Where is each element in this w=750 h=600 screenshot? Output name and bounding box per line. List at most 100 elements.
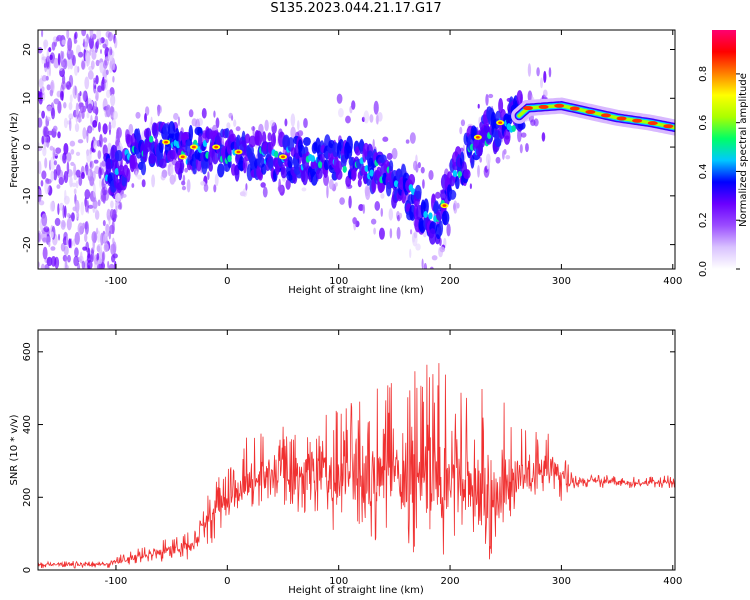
spectrogram-noise-blob [60,219,66,230]
spectrogram-noise-blob [245,183,248,191]
spectrogram-noise-blob [415,164,419,173]
spectrogram-noise-blob [57,53,61,66]
snr-frame [37,329,676,571]
spectrogram-band-peak [600,113,611,118]
spectrogram-noise-blob [41,110,45,119]
spectrogram-noise-blob [277,184,284,193]
spectrogram-ridge-blob [268,157,274,171]
spectrogram-noise-blob [519,143,523,154]
spectrogram-ridge-blob [293,166,301,175]
spectrogram-ridge-blob [174,128,180,142]
spectrogram-ridge-blob [114,149,123,162]
spectrogram-noise-blob [213,184,217,193]
spectrogram-band-peak [569,106,580,111]
spectrogram-noise-blob [541,132,546,142]
spectrogram-noise-blob [477,103,480,109]
spectrogram-noise-blob [391,147,398,160]
spectrogram-noise-blob [61,80,67,90]
spectrogram-noise-blob [297,120,300,131]
spectrogram-noise-blob [388,208,394,221]
spectrogram-noise-blob [77,92,81,103]
spectrogram-noise-blob [477,164,480,178]
spectrogram-noise-blob [97,150,102,160]
spectrogram-noise-blob [68,238,72,249]
spectrogram-noise-blob [377,112,383,122]
spectrogram-noise-blob [68,118,72,132]
spectrogram-noise-blob [177,116,181,127]
spectrogram-ridge-blob [224,128,230,139]
spectrogram-noise-blob [88,127,92,133]
spectrogram-noise-blob [81,60,86,70]
spectrogram-peak-blob [148,135,154,143]
spectrogram-noise-blob [46,116,51,122]
spectrogram-band-peak [632,118,643,123]
spectrogram-noise-blob [73,255,79,267]
spectrogram-peak-blob [511,124,516,132]
spectrogram-ridge-blob [271,132,277,147]
spectrogram-noise-blob [57,203,60,216]
spectrogram-noise-blob [69,176,73,188]
spectrogram-noise-blob [49,156,56,170]
spectrogram-noise-blob [56,184,61,189]
spectrogram-noise-blob [389,228,393,239]
spectrogram-noise-blob [76,211,80,220]
spectrogram-noise-blob [46,256,53,267]
spectrogram-noise-blob [95,59,100,67]
spectrogram-noise-blob [38,200,45,206]
spectrogram-noise-blob [548,67,552,78]
spectrogram-noise-blob [66,161,70,175]
spectrogram-peak-blob [452,170,458,178]
spectrogram-noise-blob [112,241,117,254]
spectrogram-x-tick-label: 200 [440,276,459,287]
spectrogram-noise-blob [525,142,529,153]
spectrogram-ridge-blob [348,156,354,166]
spectrogram-noise-blob [382,136,389,142]
spectrogram-noise-blob [82,90,87,102]
spectrogram-noise-blob [181,185,187,191]
spectrogram-noise-blob [70,161,75,166]
snr-x-label: Height of straight line (km) [288,585,424,596]
spectrogram-noise-blob [226,122,231,130]
spectrogram-noise-blob [46,84,51,91]
spectrogram-noise-blob [41,90,46,101]
spectrogram-noise-blob [73,174,78,181]
spectrogram-noise-blob [102,123,108,135]
spectrogram-noise-blob [41,170,47,180]
spectrogram-noise-blob [290,126,296,140]
snr-series-line [38,363,675,569]
spectrogram-noise-blob [380,207,383,217]
spectrogram-ridge-blob [287,156,293,169]
spectrogram-noise-blob [50,81,54,91]
spectrogram-noise-blob [93,159,99,164]
spectrogram-noise-blob [41,30,44,38]
spectrogram-x-tick-label: 400 [663,276,682,287]
spectrogram-ridge-blob [130,154,137,170]
spectrogram-noise-blob [336,93,343,104]
spectrogram-hot-core [214,145,219,149]
spectrogram-noise-blob [423,262,428,269]
spectrogram-y-label: Frequency (Hz) [9,112,20,188]
spectrogram-noise-blob [116,129,120,142]
spectrogram-noise-blob [84,199,89,213]
spectrogram-ridge-blob [216,132,222,147]
spectrogram-noise-blob [86,112,90,119]
spectrogram-noise-blob [66,152,72,162]
spectrogram-noise-blob [56,34,63,42]
spectrogram-noise-blob [57,169,64,179]
spectrogram-noise-blob [103,59,108,70]
spectrogram-noise-blob [69,140,76,147]
spectrogram-noise-blob [303,117,308,129]
spectrogram-noise-blob [68,74,74,88]
spectrogram-noise-blob [135,111,141,119]
spectrogram-noise-blob [338,107,344,118]
spectrogram-noise-blob [101,186,108,196]
spectrogram-noise-blob [169,165,174,175]
spectrogram-noise-blob [74,231,80,246]
spectrogram-noise-blob [108,263,115,269]
spectrogram-noise-blob [90,115,93,125]
spectrogram-noise-blob [68,102,73,111]
spectrogram-noise-blob [57,100,62,114]
spectrogram-noise-blob [63,117,68,129]
spectrogram-noise-blob [42,146,47,157]
